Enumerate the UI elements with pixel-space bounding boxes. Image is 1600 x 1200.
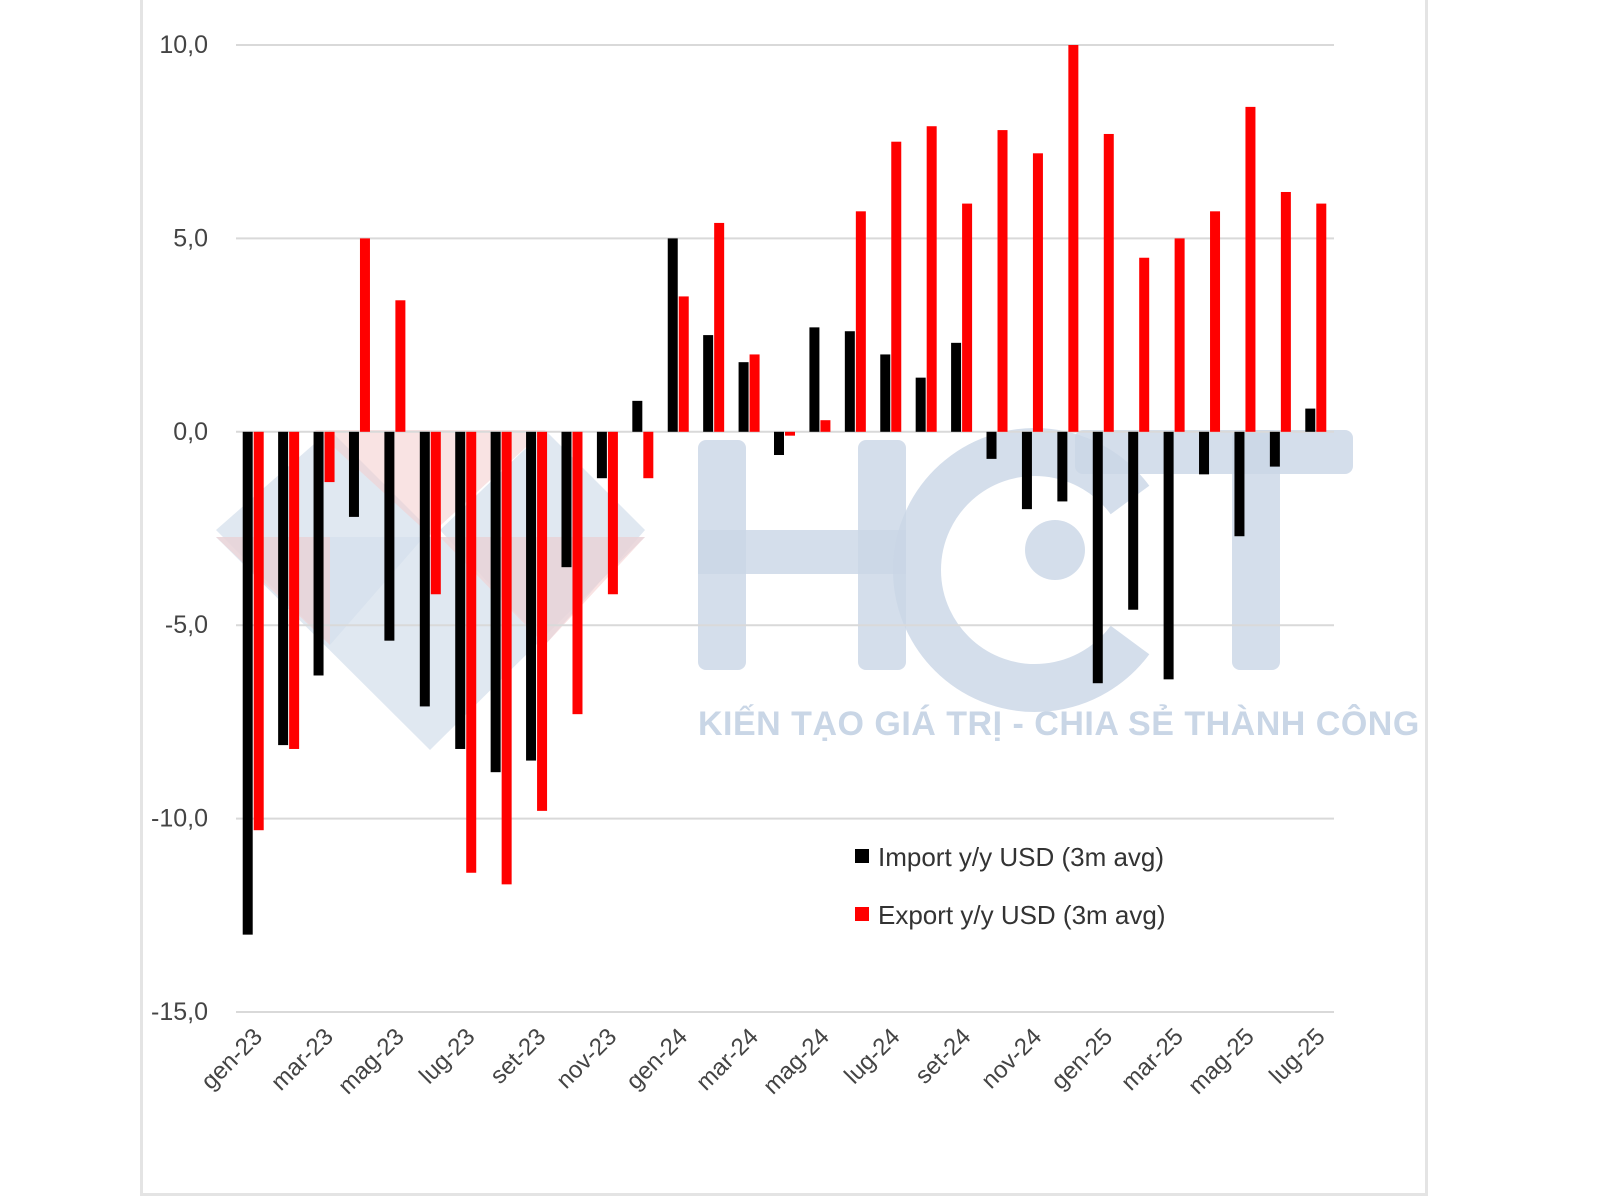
- bars: [242, 45, 1327, 935]
- y-axis-ticks: -15,0 -10,0 -5,0 0,0 5,0 10,0: [151, 31, 208, 1026]
- x-tick-label: nov-24: [976, 1023, 1047, 1094]
- export-bar-giu-24: [855, 211, 866, 432]
- watermark-slogan: KIẾN TẠO GIÁ TRỊ - CHIA SẺ THÀNH CÔNG: [698, 704, 1420, 743]
- export-bar-apr-25: [1210, 211, 1221, 432]
- export-bar-gen-25: [1103, 133, 1114, 432]
- export-bar-dic-23: [643, 431, 654, 479]
- import-bar-ago-23: [490, 431, 501, 773]
- export-bar-feb-24: [714, 222, 725, 432]
- x-tick-label: set-23: [485, 1023, 551, 1089]
- import-bar-set-24: [951, 342, 962, 432]
- export-bar-lug-23: [466, 431, 477, 873]
- export-bar-ott-23: [572, 431, 583, 715]
- export-bar-ago-23: [501, 431, 512, 885]
- export-bar-feb-23: [289, 431, 300, 749]
- export-bar-lug-24: [891, 141, 902, 432]
- y-tick-label: 5,0: [173, 224, 208, 252]
- import-bar-apr-24: [774, 431, 784, 456]
- legend-label: Export y/y USD (3m avg): [878, 900, 1166, 930]
- x-tick-label: gen-25: [1046, 1023, 1118, 1095]
- legend-swatch: [855, 907, 869, 921]
- x-tick-label: lug-24: [839, 1023, 905, 1089]
- import-bar-set-23: [526, 431, 537, 761]
- y-tick-label: 10,0: [159, 31, 208, 59]
- x-tick-label: lug-25: [1264, 1023, 1330, 1089]
- import-bar-lug-25: [1305, 408, 1316, 432]
- export-bar-mag-24: [820, 420, 831, 432]
- export-bar-mar-24: [749, 354, 760, 432]
- import-bar-dic-24: [1057, 431, 1068, 502]
- export-bar-set-23: [537, 431, 548, 811]
- import-bar-lug-24: [880, 354, 891, 432]
- import-bar-feb-24: [703, 335, 714, 432]
- legend-swatch: [855, 849, 869, 863]
- import-bar-mag-23: [384, 431, 395, 641]
- export-bar-ott-24: [997, 130, 1008, 432]
- y-tick-label: -5,0: [165, 611, 208, 639]
- import-bar-gen-25: [1092, 431, 1103, 684]
- import-bar-giu-25: [1269, 431, 1280, 467]
- import-bar-giu-23: [419, 431, 430, 707]
- export-bar-set-24: [962, 203, 973, 432]
- export-bar-apr-24: [785, 431, 795, 436]
- export-bar-nov-23: [607, 431, 618, 595]
- import-bar-lug-23: [455, 431, 466, 749]
- x-tick-label: nov-23: [551, 1023, 622, 1094]
- export-bar-apr-23: [359, 238, 370, 432]
- y-tick-label: -10,0: [151, 805, 208, 833]
- import-bar-giu-24: [844, 331, 855, 432]
- export-bar-dic-24: [1068, 45, 1079, 432]
- import-bar-mar-25: [1163, 431, 1174, 680]
- legend-label: Import y/y USD (3m avg): [878, 842, 1164, 872]
- x-tick-label: gen-23: [196, 1023, 268, 1095]
- x-tick-label: mar-23: [266, 1023, 339, 1096]
- export-bar-mar-25: [1174, 238, 1185, 432]
- y-tick-label: -15,0: [151, 998, 208, 1026]
- import-bar-mar-24: [738, 362, 749, 432]
- export-bar-gen-24: [678, 296, 689, 432]
- import-bar-nov-24: [1021, 431, 1032, 510]
- export-bar-mag-25: [1245, 106, 1256, 432]
- export-bar-giu-23: [430, 431, 441, 595]
- x-tick-label: mar-24: [691, 1023, 764, 1096]
- x-tick-label: lug-23: [414, 1023, 480, 1089]
- import-bar-mar-23: [313, 431, 324, 676]
- x-tick-label: gen-24: [621, 1023, 693, 1095]
- y-tick-label: 0,0: [173, 418, 208, 446]
- import-bar-mag-24: [809, 327, 820, 432]
- x-tick-label: mag-24: [758, 1023, 835, 1100]
- export-bar-giu-25: [1280, 191, 1291, 432]
- import-bar-apr-25: [1199, 431, 1210, 475]
- x-tick-label: mar-25: [1116, 1023, 1189, 1096]
- import-bar-ott-23: [561, 431, 572, 568]
- import-bar-apr-23: [348, 431, 359, 517]
- export-bar-feb-25: [1139, 257, 1150, 432]
- import-bar-dic-23: [632, 400, 643, 432]
- export-bar-gen-23: [253, 431, 264, 831]
- import-bar-gen-23: [242, 431, 253, 935]
- export-bar-lug-25: [1316, 203, 1327, 432]
- import-bar-ago-24: [915, 377, 926, 432]
- export-bar-ago-24: [926, 126, 937, 432]
- export-bar-mar-23: [324, 431, 335, 483]
- import-bar-gen-24: [667, 238, 678, 432]
- import-bar-nov-23: [596, 431, 607, 479]
- import-bar-ott-24: [986, 431, 997, 459]
- import-bar-mag-25: [1234, 431, 1245, 537]
- legend: Import y/y USD (3m avg) Export y/y USD (3…: [855, 842, 1166, 930]
- x-tick-label: mag-25: [1183, 1023, 1260, 1100]
- export-bar-nov-24: [1032, 153, 1043, 432]
- export-bar-mag-23: [395, 300, 406, 432]
- x-tick-label: set-24: [910, 1023, 976, 1089]
- import-bar-feb-23: [278, 431, 289, 746]
- x-tick-label: mag-23: [333, 1023, 410, 1100]
- import-bar-feb-25: [1128, 431, 1139, 610]
